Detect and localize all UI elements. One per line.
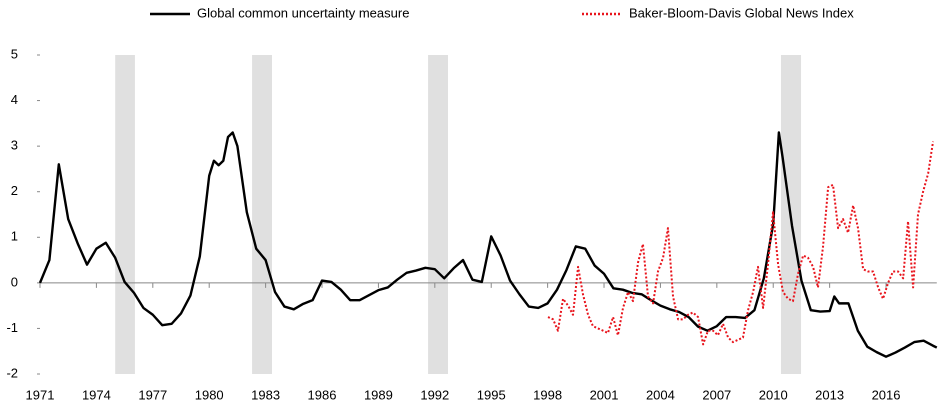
x-tick-label: 2007: [702, 387, 731, 402]
x-tick-label: 2004: [646, 387, 675, 402]
x-tick-label: 1971: [26, 387, 55, 402]
x-tick-label: 1992: [420, 387, 449, 402]
y-tick-label: -1: [6, 320, 18, 335]
y-tick-label: 5: [11, 46, 18, 61]
legend-label: Baker-Bloom-Davis Global News Index: [629, 5, 854, 20]
y-tick-label: -2: [6, 365, 18, 380]
x-tick-label: 2013: [815, 387, 844, 402]
y-tick-label: 4: [11, 92, 18, 107]
x-tick-label: 1980: [195, 387, 224, 402]
series-line: [547, 141, 935, 346]
x-tick-label: 1986: [308, 387, 337, 402]
x-tick-label: 1995: [477, 387, 506, 402]
x-tick-label: 2010: [759, 387, 788, 402]
recession-band: [252, 55, 273, 374]
x-tick-label: 1983: [251, 387, 280, 402]
x-tick-label: 2001: [590, 387, 619, 402]
y-tick-label: 1: [11, 229, 18, 244]
series-line: [38, 131, 938, 358]
x-tick-label: 2016: [872, 387, 901, 402]
recession-band: [428, 55, 448, 374]
recession-band: [115, 55, 135, 374]
legend-label: Global common uncertainty measure: [197, 5, 409, 20]
x-tick-label: 1989: [364, 387, 393, 402]
y-tick-label: 3: [11, 138, 18, 153]
y-tick-label: 2: [11, 183, 18, 198]
y-tick-label: 0: [11, 274, 18, 289]
x-tick-label: 1977: [138, 387, 167, 402]
x-tick-label: 1974: [82, 387, 111, 402]
x-tick-label: 1998: [533, 387, 562, 402]
